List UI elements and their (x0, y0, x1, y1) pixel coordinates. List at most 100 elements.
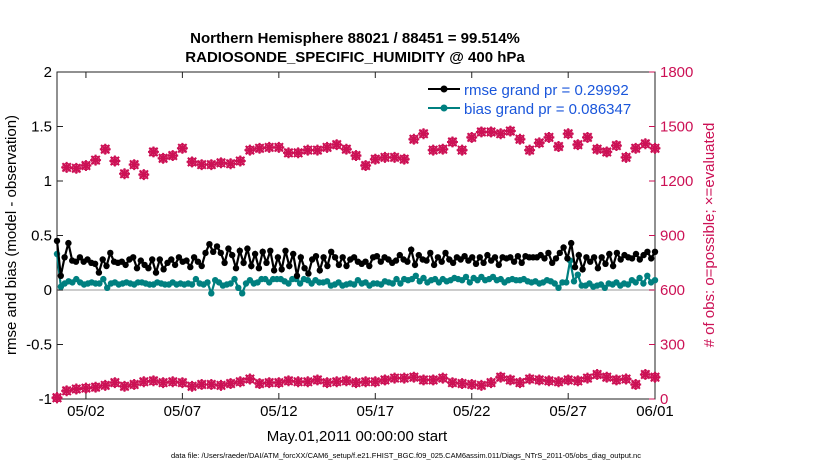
rmse-point (609, 262, 617, 270)
rmse-point (198, 262, 205, 270)
obs-evaluated-point (485, 126, 497, 138)
obs-evaluated-point (234, 376, 246, 388)
rmse-point (267, 247, 274, 254)
obs-evaluated-point (331, 376, 343, 388)
rmse-point (137, 257, 144, 264)
y-tick-label: -0.5 (26, 337, 52, 354)
obs-evaluated-point (119, 380, 130, 392)
obs-evaluated-point (292, 147, 304, 159)
obs-evaluated-point (630, 379, 642, 390)
rmse-point (316, 267, 323, 274)
rmse-point (598, 254, 605, 261)
obs-evaluated-point (620, 151, 632, 163)
obs-evaluated-point (582, 131, 593, 143)
bias-point (235, 284, 242, 291)
rmse-point (217, 249, 224, 257)
obs-evaluated-point (147, 146, 159, 158)
bias-point (624, 281, 632, 288)
y-tick-label: 1 (44, 173, 52, 190)
obs-evaluated-point (437, 143, 449, 155)
obs-evaluated-point (234, 155, 246, 167)
y2-tick-label: 1500 (660, 119, 693, 136)
bias-point (640, 280, 647, 287)
rmse-point (423, 257, 430, 264)
bias-point (104, 284, 111, 291)
legend-bias-marker (440, 104, 448, 112)
rmse-point (366, 262, 373, 270)
rmse-point (270, 267, 278, 274)
rmse-point (149, 256, 156, 263)
bias-point (285, 280, 292, 287)
rmse-point (415, 251, 422, 259)
y-tick-label: 2 (44, 64, 52, 81)
obs-evaluated-point (205, 379, 217, 390)
rmse-point (594, 265, 602, 272)
chart-title: Northern Hemisphere 88021 / 88451 = 99.5… (190, 30, 520, 47)
rmse-point (617, 256, 624, 263)
rmse-point (541, 255, 548, 262)
y-tick-label: 1.5 (31, 119, 52, 136)
obs-evaluated-point (80, 382, 92, 394)
obs-evaluated-point (398, 153, 410, 165)
y2-tick-label: 0 (660, 391, 668, 408)
obs-evaluated-point (649, 371, 661, 383)
obs-evaluated-point (302, 376, 314, 388)
rmse-point (328, 248, 335, 255)
rmse-point (545, 249, 552, 257)
obs-evaluated-point (456, 378, 468, 390)
rmse-point (202, 249, 209, 257)
rmse-point (331, 254, 339, 261)
rmse-point (628, 255, 636, 262)
obs-evaluated-point (311, 374, 323, 386)
rmse-point (644, 248, 651, 255)
rmse-point (571, 263, 579, 271)
rmse-point (240, 259, 247, 266)
y2-tick-label: 600 (660, 282, 685, 299)
rmse-point (568, 239, 575, 247)
obs-evaluated-point (427, 374, 439, 386)
rmse-point (552, 255, 560, 262)
obs-evaluated-point (524, 373, 536, 385)
rmse-point (377, 258, 384, 265)
obs-evaluated-point (418, 128, 429, 140)
obs-evaluated-point (99, 143, 111, 155)
bias-point (397, 280, 404, 287)
obs-evaluated-point (495, 371, 507, 383)
rmse-point (91, 260, 99, 267)
obs-evaluated-point (398, 372, 410, 384)
rmse-point (461, 253, 468, 260)
obs-evaluated-point (311, 144, 323, 156)
y-tick-label: -1 (39, 391, 52, 408)
rmse-point (301, 265, 308, 272)
rmse-point (434, 254, 442, 261)
obs-evaluated-point (186, 156, 198, 168)
obs-evaluated-point (475, 379, 487, 391)
rmse-point (362, 258, 369, 265)
obs-evaluated-point (543, 375, 555, 387)
rmse-point (335, 261, 343, 269)
rmse-point (411, 261, 419, 269)
obs-evaluated-point (514, 133, 526, 145)
obs-evaluated-point (649, 142, 661, 154)
rmse-point (404, 258, 411, 265)
obs-evaluated-point (601, 146, 613, 158)
bias-point (462, 273, 470, 281)
obs-evaluated-point (254, 378, 266, 390)
rmse-point (320, 254, 327, 261)
rmse-point (122, 261, 129, 269)
rmse-point (350, 254, 358, 261)
rmse-point (632, 250, 640, 258)
obs-evaluated-point (128, 159, 140, 171)
rmse-point (579, 266, 586, 273)
rmse-point (229, 251, 236, 259)
obs-evaluated-point (639, 369, 651, 380)
rmse-point (286, 262, 293, 270)
bias-point (601, 284, 608, 291)
obs-evaluated-point (119, 168, 130, 180)
rmse-point (469, 254, 476, 261)
obs-evaluated-point (167, 150, 179, 162)
rmse-point (236, 247, 243, 254)
rmse-point (107, 249, 114, 257)
rmse-point (564, 255, 571, 262)
